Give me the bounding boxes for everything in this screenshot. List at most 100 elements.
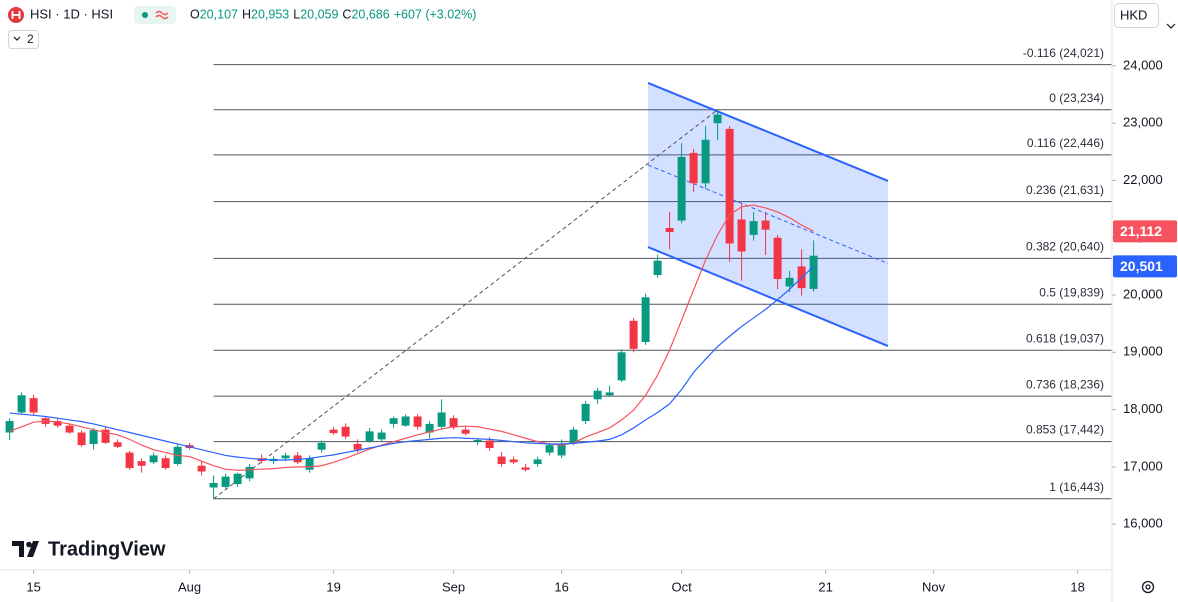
candle-body (5, 421, 14, 433)
trend-line (213, 109, 718, 500)
status-pill[interactable] (134, 6, 176, 24)
candle-body (473, 439, 482, 442)
candle-body (389, 418, 398, 424)
ohlc-key: L (293, 7, 300, 21)
fib-level-label: 0.382 (20,640) (1026, 240, 1104, 254)
candle-body (125, 452, 134, 469)
ohlc-value: 20,686 (351, 7, 389, 21)
brand-logo (12, 541, 39, 557)
candle-body (449, 418, 458, 428)
candle-body (113, 442, 122, 447)
x-tick-label: Sep (442, 579, 465, 594)
fib-level-label: 0 (23,234) (1049, 91, 1104, 105)
candle-body (437, 412, 446, 427)
axes: 16,00017,00018,00019,00020,00021,00022,0… (26, 46, 1177, 594)
candle-body (425, 423, 434, 433)
candle-body (749, 221, 758, 235)
candle-body (497, 456, 506, 465)
candle-body (713, 114, 722, 124)
indicator-toggle[interactable] (8, 30, 39, 49)
candle-body (557, 445, 566, 456)
candle-body (401, 416, 410, 426)
candle-body (137, 461, 146, 466)
currency-label: HKD (1120, 7, 1147, 22)
candle-body (809, 255, 818, 289)
candle-body (641, 297, 650, 342)
x-tick-label: 15 (26, 579, 40, 594)
price-tag (1113, 255, 1177, 278)
candle-body (245, 466, 254, 479)
currency-chevron[interactable] (1166, 23, 1176, 29)
moving-average-line (9, 204, 814, 471)
candle-body (509, 459, 518, 463)
ohlc-value: 20,953 (251, 7, 289, 21)
fib-level-label: 0.5 (19,839) (1039, 285, 1104, 299)
symbol-title[interactable]: HSI · 1D · HSI (30, 6, 113, 21)
fib-level-label: 0.116 (22,446) (1027, 136, 1104, 150)
ohlc-key: O (190, 7, 200, 21)
candle-body (461, 429, 470, 434)
status-icon (155, 10, 169, 20)
brand-name: TradingView (48, 538, 166, 560)
symbol-logo-glyph (11, 11, 21, 19)
candle-body (281, 455, 290, 459)
candle-body (65, 425, 74, 433)
y-tick-label: 17,000 (1123, 458, 1163, 473)
candle-body (521, 467, 530, 470)
currency-button[interactable] (1114, 3, 1159, 28)
x-tick-label: Nov (922, 579, 946, 594)
candle-body (89, 430, 98, 444)
y-tick-label: 22,000 (1123, 172, 1163, 187)
x-tick-label: 18 (1070, 579, 1084, 594)
price-tag-label: 21,112 (1120, 223, 1162, 239)
fib-level-label: 0.618 (19,037) (1026, 331, 1104, 345)
y-tick-label: 18,000 (1123, 401, 1163, 416)
ohlc-key: H (242, 7, 251, 21)
candle-body (413, 416, 422, 427)
candle-body (17, 395, 26, 413)
candle-body (605, 392, 614, 396)
candle-body (581, 403, 590, 422)
chevron-icon (13, 36, 21, 41)
moving-average-line (9, 265, 815, 461)
fib-level-label: -0.116 (24,021) (1023, 46, 1104, 60)
candle-body (785, 277, 794, 287)
price-tag (1113, 220, 1177, 243)
candle-body (701, 139, 710, 184)
fib-level-label: 0.853 (17,442) (1026, 423, 1104, 437)
candle-body (737, 219, 746, 252)
candle-body (221, 476, 230, 487)
candle-body (353, 443, 362, 450)
x-tick-label: 21 (818, 579, 832, 594)
brand-logo-part (12, 541, 24, 557)
candle-body (101, 429, 110, 443)
x-tick-label: 16 (554, 579, 568, 594)
candle-body (689, 152, 698, 184)
candle-body (773, 237, 782, 279)
channel-midline (647, 164, 889, 264)
x-tick-label: 19 (326, 579, 340, 594)
fib-level-label: 0.736 (18,236) (1026, 377, 1104, 391)
price-tag-label: 20,501 (1120, 258, 1163, 274)
candle-body (725, 128, 734, 244)
candle-body (653, 260, 662, 275)
candle-body (77, 432, 86, 446)
ohlc-legend: O 20,107 H 20,953 L 20,059 C 20,686 +607 (+3.02%… (190, 7, 476, 21)
candle-body (365, 431, 374, 442)
settings-icon[interactable] (1141, 580, 1155, 594)
candle-body (233, 473, 242, 485)
candle-body (665, 228, 674, 233)
y-tick-label: 19,000 (1123, 344, 1163, 359)
ohlc-key: C (342, 7, 351, 21)
fib-level-label: 0.236 (21,631) (1026, 183, 1104, 197)
fib-level-label: 1 (16,443) (1049, 480, 1104, 494)
candle-body (341, 426, 350, 437)
candle-body (161, 458, 170, 469)
candle-body (209, 482, 218, 488)
candle-body (593, 390, 602, 400)
candle-body (569, 429, 578, 444)
brand-logo-part (27, 541, 39, 557)
channel-upper (647, 81, 889, 182)
status-dot (142, 12, 148, 18)
